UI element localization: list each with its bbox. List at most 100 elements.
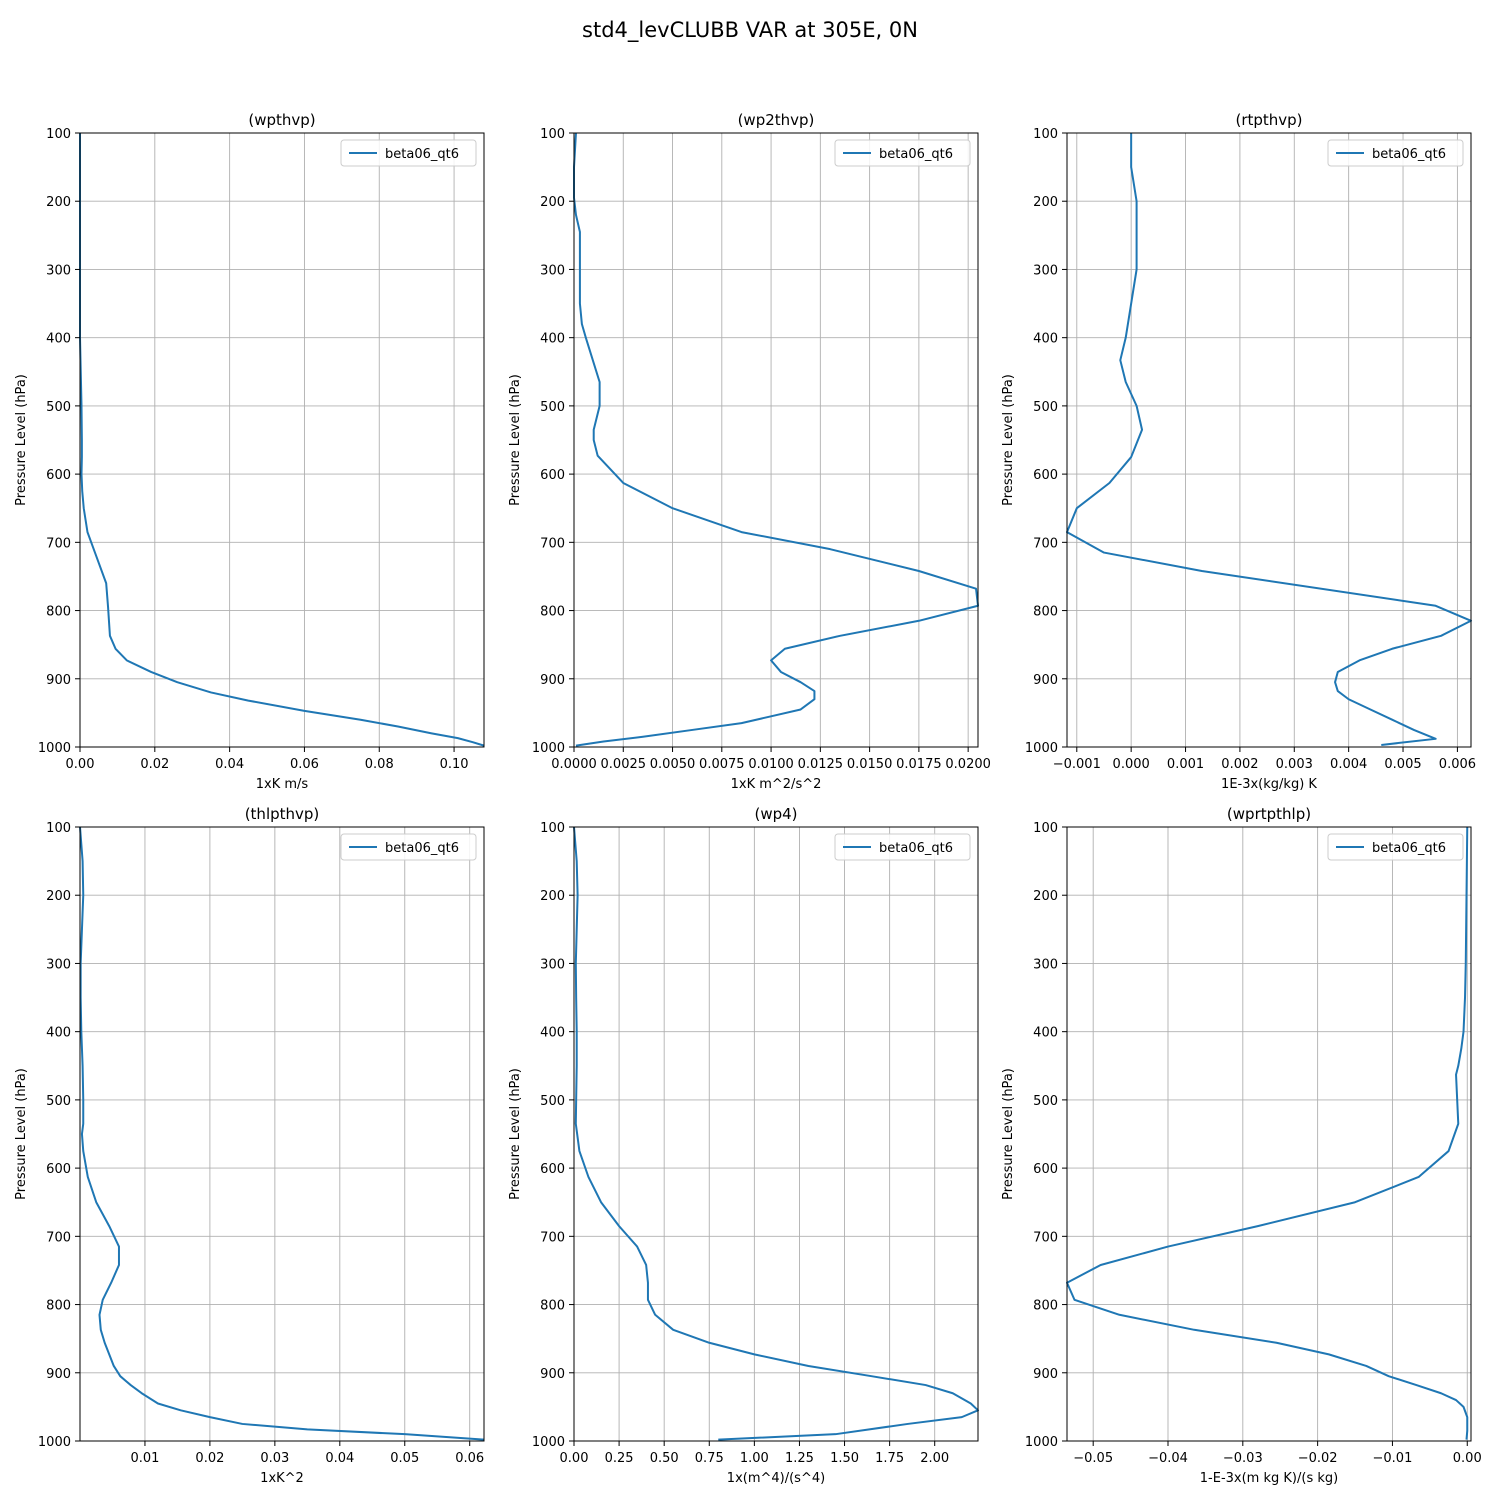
- x-axis-label: 1-E-3x(m kg K)/(s kg): [1200, 1471, 1338, 1486]
- x-tick-label: −0.05: [1073, 1451, 1113, 1466]
- x-tick-label: 0.00: [66, 757, 95, 772]
- y-tick-label: 200: [1033, 889, 1058, 904]
- y-tick-label: 300: [540, 263, 565, 278]
- x-tick-label: 0.0025: [601, 757, 647, 772]
- subplot-title: (wprtpthlp): [1227, 805, 1311, 823]
- y-tick-label: 500: [46, 1094, 71, 1109]
- x-tick-label: 0.005: [1384, 757, 1421, 772]
- x-tick-label: 0.0125: [798, 757, 844, 772]
- x-tick-label: −0.001: [1053, 757, 1101, 772]
- x-tick-label: 0.000: [1113, 757, 1150, 772]
- x-tick-label: 0.02: [140, 757, 169, 772]
- x-tick-label: 1.50: [830, 1451, 859, 1466]
- x-tick-label: 1.00: [740, 1451, 769, 1466]
- y-tick-label: 400: [46, 1026, 71, 1041]
- y-tick-label: 100: [1033, 127, 1058, 142]
- subplot-title: (wp4): [754, 805, 797, 823]
- y-axis-label: Pressure Level (hPa): [14, 1068, 29, 1200]
- y-tick-label: 700: [1033, 1230, 1058, 1245]
- legend-label: beta06_qt6: [1372, 841, 1446, 856]
- y-tick-label: 200: [46, 889, 71, 904]
- x-tick-label: 0.05: [390, 1451, 419, 1466]
- y-tick-label: 800: [46, 605, 71, 620]
- x-tick-label: 0.50: [650, 1451, 679, 1466]
- y-tick-label: 600: [46, 468, 71, 483]
- figure-title: std4_levCLUBB VAR at 305E, 0N: [582, 18, 918, 43]
- y-tick-label: 900: [1033, 673, 1058, 688]
- y-tick-label: 800: [1033, 605, 1058, 620]
- y-tick-label: 500: [1033, 400, 1058, 415]
- x-tick-label: −0.04: [1148, 1451, 1188, 1466]
- y-tick-label: 500: [540, 1094, 565, 1109]
- legend-box: [834, 833, 971, 861]
- x-tick-label: 1.25: [785, 1451, 814, 1466]
- y-axis-label: Pressure Level (hPa): [1001, 374, 1016, 506]
- x-tick-label: 2.00: [920, 1451, 949, 1466]
- x-axis-label: 1xK m^2/s^2: [731, 777, 822, 792]
- x-tick-label: 0.04: [325, 1451, 354, 1466]
- subplot-title: (thlpthvp): [245, 805, 320, 823]
- y-tick-label: 900: [540, 673, 565, 688]
- subplot-title: (rtpthvp): [1235, 111, 1302, 129]
- legend-box: [340, 833, 477, 861]
- y-tick-label: 700: [1033, 536, 1058, 551]
- x-axis-label: 1E-3x(kg/kg) K: [1221, 777, 1317, 792]
- x-tick-label: 0.75: [695, 1451, 724, 1466]
- x-tick-label: 0.10: [440, 757, 469, 772]
- y-tick-label: 600: [540, 468, 565, 483]
- y-tick-label: 1000: [1025, 741, 1058, 756]
- y-tick-label: 100: [46, 127, 71, 142]
- axes-frame: [573, 132, 979, 748]
- x-tick-label: 0.006: [1439, 757, 1476, 772]
- series-line: [1066, 133, 1472, 746]
- legend-label: beta06_qt6: [879, 147, 953, 162]
- x-tick-label: 0.02: [195, 1451, 224, 1466]
- y-tick-label: 100: [46, 821, 71, 836]
- x-tick-label: 0.0150: [847, 757, 893, 772]
- y-tick-label: 400: [540, 332, 565, 347]
- x-tick-label: 1.75: [875, 1451, 904, 1466]
- y-tick-label: 700: [46, 1230, 71, 1245]
- legend-label: beta06_qt6: [385, 147, 459, 162]
- axes-frame: [573, 826, 979, 1442]
- y-tick-label: 200: [1033, 195, 1058, 210]
- y-tick-label: 1000: [1025, 1435, 1058, 1450]
- y-tick-label: 400: [540, 1026, 565, 1041]
- x-tick-label: 0.0100: [748, 757, 794, 772]
- y-tick-label: 100: [540, 821, 565, 836]
- y-tick-label: 900: [46, 673, 71, 688]
- y-tick-label: 300: [46, 263, 71, 278]
- legend-box: [834, 139, 971, 167]
- y-tick-label: 600: [1033, 1162, 1058, 1177]
- y-tick-label: 900: [540, 1367, 565, 1382]
- y-tick-label: 800: [46, 1299, 71, 1314]
- subplot-2: 0.0000 0.0025 0.0050 0.0075 0.0100 0.0125 0.01…: [508, 111, 991, 792]
- x-tick-label: 0.04: [215, 757, 244, 772]
- x-axis-label: 1x(m^4)/(s^4): [727, 1471, 825, 1486]
- x-tick-label: 0.00: [560, 1451, 589, 1466]
- y-tick-label: 100: [540, 127, 565, 142]
- legend-label: beta06_qt6: [1372, 147, 1446, 162]
- y-tick-label: 600: [46, 1162, 71, 1177]
- y-axis-label: Pressure Level (hPa): [508, 374, 523, 506]
- x-axis-label: 1xK m/s: [256, 777, 309, 792]
- y-tick-label: 900: [46, 1367, 71, 1382]
- y-tick-label: 300: [46, 957, 71, 972]
- y-tick-label: 500: [46, 400, 71, 415]
- x-tick-label: 0.00: [1453, 1451, 1482, 1466]
- y-axis-label: Pressure Level (hPa): [14, 374, 29, 506]
- subplot-title: (wp2thvp): [738, 111, 815, 129]
- y-tick-label: 500: [1033, 1094, 1058, 1109]
- x-tick-label: 0.0200: [945, 757, 991, 772]
- series-line: [79, 133, 485, 747]
- y-tick-label: 700: [46, 536, 71, 551]
- legend: beta06_qt6: [1327, 833, 1464, 861]
- axes-frame: [79, 132, 485, 748]
- y-tick-label: 200: [540, 889, 565, 904]
- y-tick-label: 400: [1033, 1026, 1058, 1041]
- y-tick-label: 1000: [38, 1435, 71, 1450]
- y-tick-label: 300: [1033, 957, 1058, 972]
- legend-label: beta06_qt6: [385, 841, 459, 856]
- x-axis-label: 1xK^2: [260, 1471, 304, 1486]
